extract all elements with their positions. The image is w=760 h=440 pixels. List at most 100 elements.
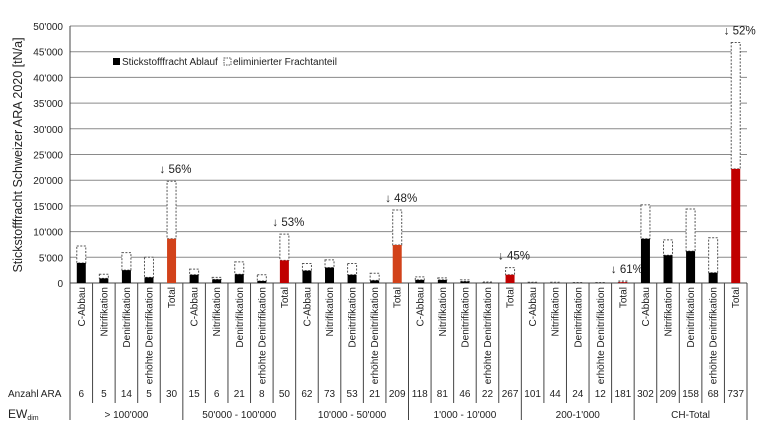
bar-ablauf	[234, 274, 244, 283]
reduction-label: ↓ 53%	[272, 217, 304, 229]
count-value: 62	[301, 389, 313, 400]
bar-ablauf	[76, 262, 86, 283]
y-tick-label: 10'000	[33, 228, 63, 239]
bar-eliminated	[527, 281, 538, 284]
bar-ablauf	[347, 274, 357, 283]
reduction-label: ↓ 61%	[611, 264, 643, 276]
category-label: Total	[167, 287, 178, 308]
category-label: erhöhte Denitrifikation	[257, 287, 268, 384]
count-value: 44	[550, 389, 562, 400]
group-label: CH-Total	[671, 410, 710, 421]
count-value: 12	[595, 389, 607, 400]
category-label: erhöhte Denitrifikation	[144, 287, 155, 384]
category-label: C-Abbau	[190, 287, 201, 326]
bar-total-ablauf	[618, 282, 628, 283]
bar-eliminated	[98, 273, 109, 279]
count-value: 209	[389, 389, 406, 400]
legend-swatch-ablauf	[113, 58, 120, 65]
bar-eliminated	[640, 204, 651, 240]
category-label: erhöhte Denitrifikation	[483, 287, 494, 384]
bar-eliminated	[189, 268, 200, 276]
bar-eliminated	[505, 267, 516, 276]
bar-eliminated	[482, 281, 493, 284]
bar-ablauf	[415, 279, 425, 283]
bar-ablauf	[460, 281, 470, 283]
row-label-ew-sub: dim	[27, 415, 38, 422]
row-label-ew: EWdim	[8, 407, 39, 422]
count-value: 5	[101, 389, 107, 400]
count-value: 15	[189, 389, 201, 400]
bar-ablauf	[640, 238, 650, 283]
bar-eliminated	[414, 276, 425, 281]
bar-total-ablauf	[731, 168, 741, 283]
count-value: 5	[146, 389, 152, 400]
category-label: Nitrifikation	[99, 287, 110, 336]
group-label: > 100'000	[104, 410, 148, 421]
category-label: Total	[731, 287, 742, 308]
y-tick-label: 15'000	[33, 202, 63, 213]
count-value: 101	[524, 389, 541, 400]
count-value: 73	[324, 389, 336, 400]
bar-total-ablauf	[392, 244, 402, 283]
bar-eliminated	[685, 208, 696, 252]
bar-eliminated	[708, 237, 719, 274]
bar-eliminated	[437, 277, 448, 281]
bar-eliminated	[459, 279, 470, 282]
y-tick-label: 20'000	[33, 176, 63, 187]
bar-eliminated	[347, 262, 358, 276]
legend-swatch-eliminated	[223, 57, 232, 66]
y-tick-label: 35'000	[33, 99, 63, 110]
count-value: 21	[234, 389, 246, 400]
category-label: Denitrifikation	[122, 287, 133, 348]
bar-ablauf	[212, 279, 222, 283]
bar-eliminated	[550, 281, 561, 284]
category-label: Total	[618, 287, 629, 308]
row-label-anzahl-ara: Anzahl ARA	[8, 389, 62, 400]
category-label: erhöhte Denitrifikation	[370, 287, 381, 384]
bar-eliminated	[211, 276, 222, 280]
category-label: Total	[393, 287, 404, 308]
group-label: 200-1'000	[556, 410, 601, 421]
category-label: Denitrifikation	[460, 287, 471, 348]
group-label: 50'000 - 100'000	[202, 410, 276, 421]
bar-eliminated	[392, 209, 403, 246]
y-tick-label: 5'000	[39, 253, 64, 264]
bar-eliminated	[369, 272, 380, 281]
y-tick-label: 0	[57, 279, 63, 290]
category-label: C-Abbau	[302, 287, 313, 326]
count-value: 118	[412, 389, 428, 400]
reduction-label: ↓ 45%	[498, 251, 530, 263]
bar-eliminated	[617, 280, 628, 283]
count-value: 8	[259, 389, 265, 400]
bar-ablauf	[121, 270, 131, 283]
count-value: 14	[121, 389, 133, 400]
bar-ablauf	[708, 272, 718, 283]
bar-eliminated	[663, 239, 674, 256]
bar-eliminated	[279, 233, 290, 261]
bar-eliminated	[166, 180, 177, 240]
category-label: Nitrifikation	[212, 287, 223, 336]
y-tick-label: 30'000	[33, 125, 63, 136]
category-label: Nitrifikation	[325, 287, 336, 336]
count-value: 30	[166, 389, 178, 400]
bar-eliminated	[76, 245, 87, 264]
group-label: 10'000 - 50'000	[318, 410, 387, 421]
bar-ablauf	[325, 267, 335, 283]
bar-ablauf	[663, 255, 673, 283]
count-value: 53	[347, 389, 359, 400]
count-value: 158	[682, 389, 699, 400]
row-label-ew-main: EW	[8, 407, 28, 421]
count-value: 81	[437, 389, 449, 400]
category-label: Nitrifikation	[551, 287, 562, 336]
count-value: 46	[459, 389, 471, 400]
group-label: 1'000 - 10'000	[434, 410, 497, 421]
bar-eliminated	[143, 256, 154, 278]
category-label: Denitrifikation	[348, 287, 359, 348]
count-value: 302	[637, 389, 654, 400]
bar-total-ablauf	[279, 260, 289, 283]
category-label: Nitrifikation	[438, 287, 449, 336]
count-value: 181	[615, 389, 632, 400]
category-label: erhöhte Denitrifikation	[596, 287, 607, 384]
y-tick-label: 45'000	[33, 48, 63, 59]
